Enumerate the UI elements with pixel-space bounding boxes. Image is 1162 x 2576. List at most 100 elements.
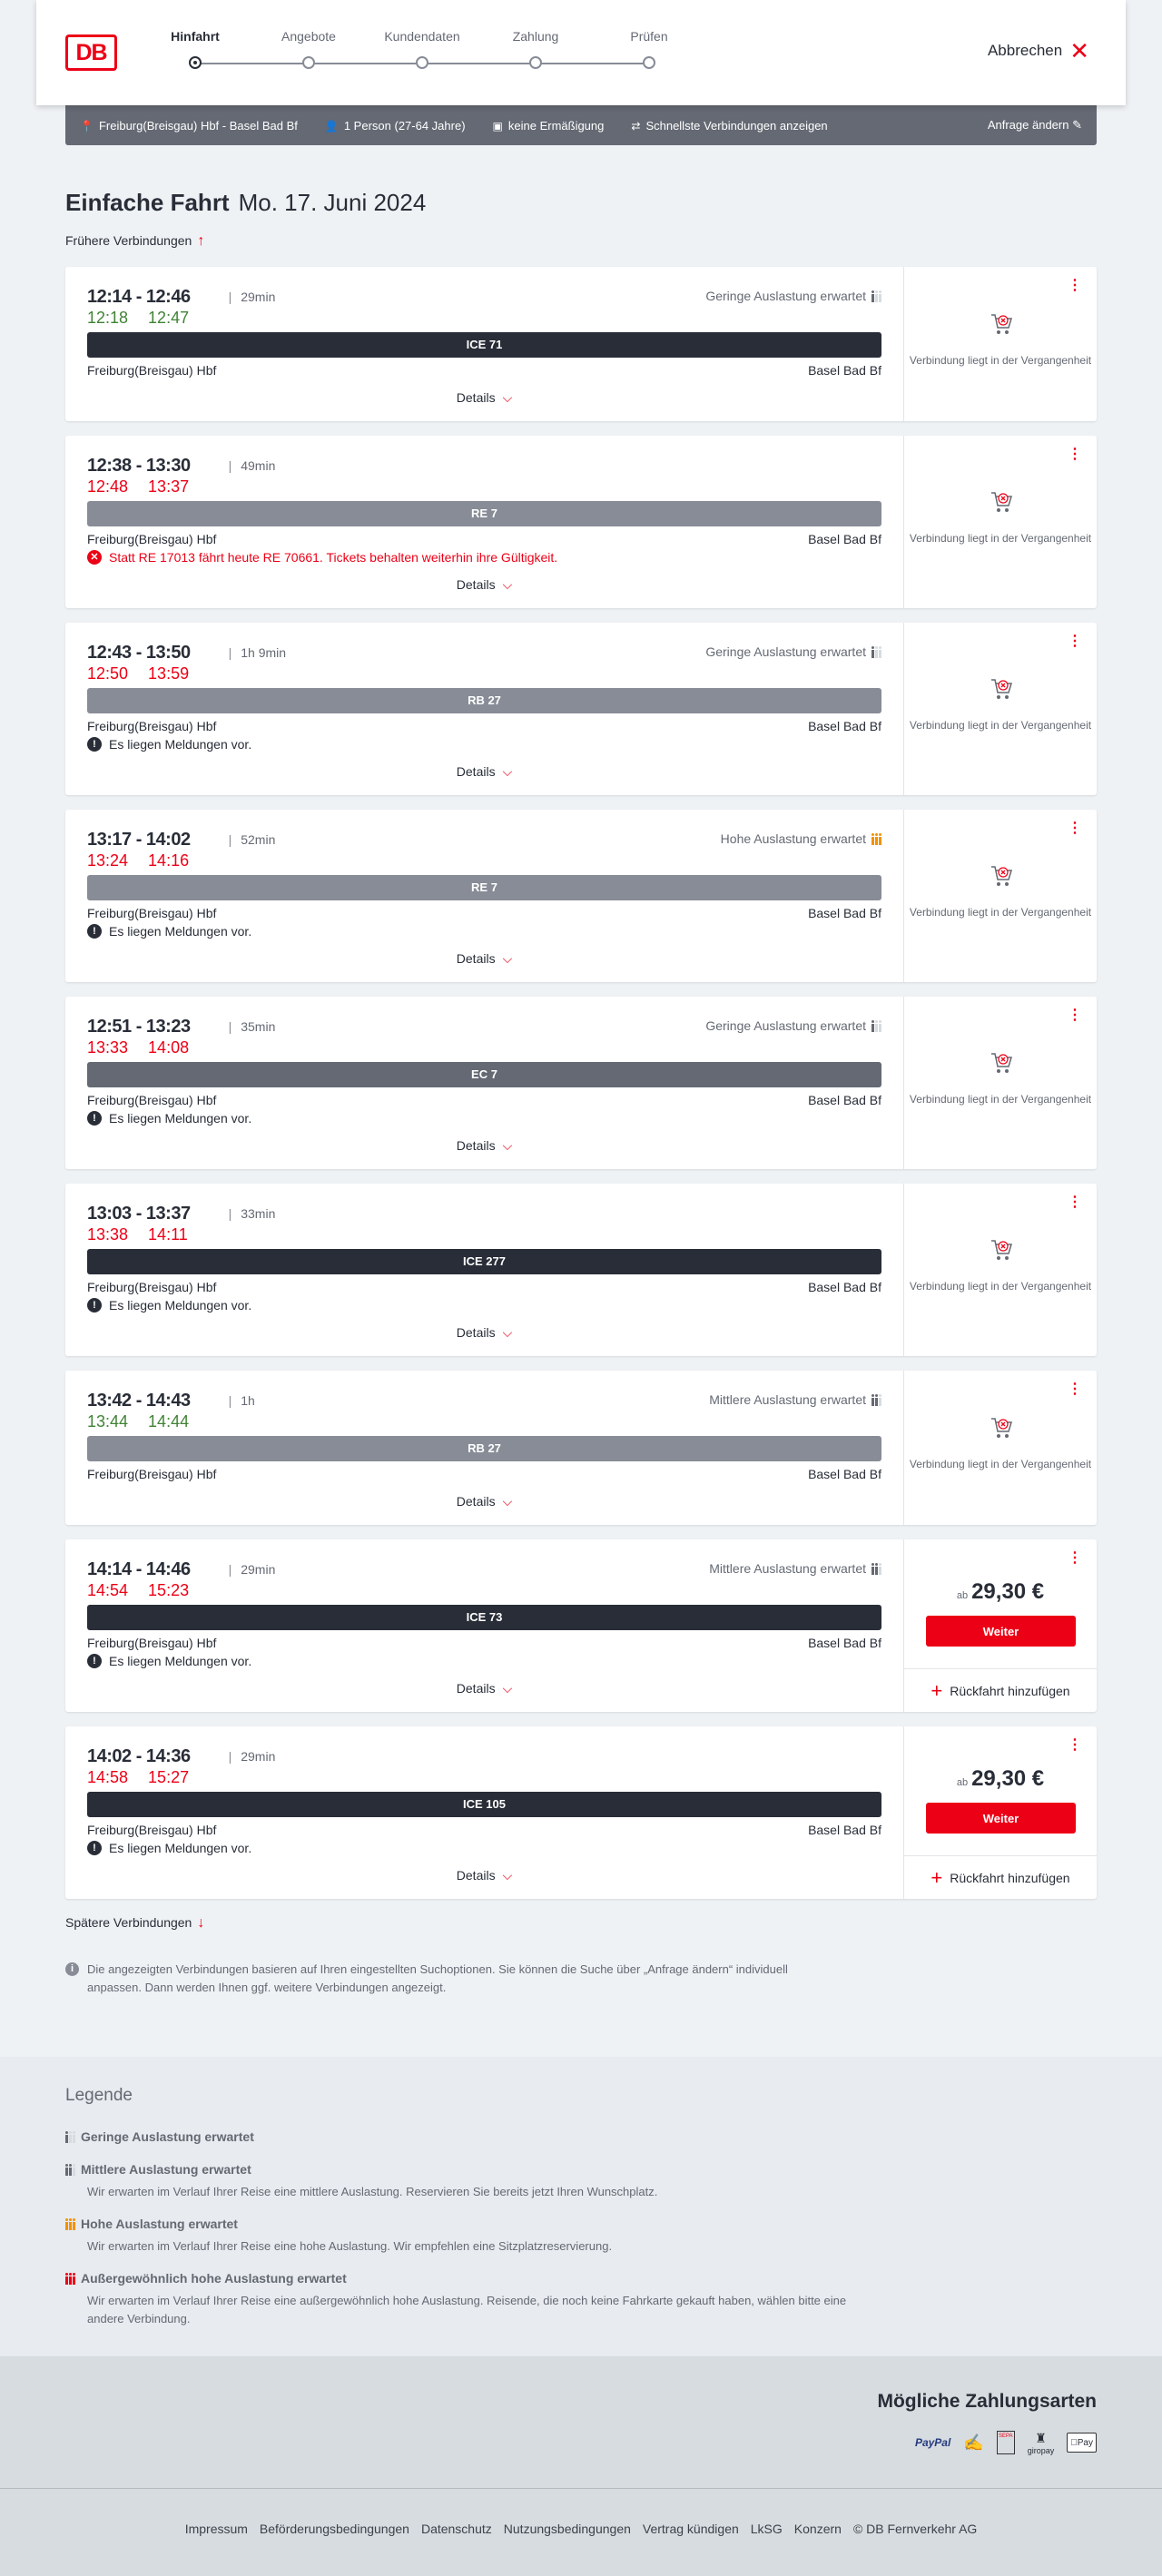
more-options-icon[interactable]: ⋮ xyxy=(1068,1550,1082,1566)
footer-link[interactable]: LkSG xyxy=(750,2522,783,2536)
offer-panel: ⋮ Verbindung liegt in der Vergangenheit xyxy=(903,623,1097,795)
change-label: Anfrage ändern xyxy=(987,118,1069,132)
occupancy-indicator: Mittlere Auslastung erwartet xyxy=(709,1392,881,1407)
chevron-down-icon: ⌵ xyxy=(502,1138,513,1153)
destination-station: Basel Bad Bf xyxy=(808,532,881,546)
connection-card[interactable]: 12:51 - 13:23 35min Geringe Auslastung e… xyxy=(65,997,1097,1169)
connection-card[interactable]: 14:14 - 14:46 29min Mittlere Auslastung … xyxy=(65,1539,1097,1712)
train-bar[interactable]: ICE 73 xyxy=(87,1605,881,1630)
add-return-button[interactable]: + Rückfahrt hinzufügen xyxy=(904,1855,1097,1899)
past-connection-notice: Verbindung liegt in der Vergangenheit xyxy=(904,861,1097,919)
train-bar[interactable]: RE 7 xyxy=(87,501,881,526)
more-options-icon[interactable]: ⋮ xyxy=(1068,634,1082,649)
train-bar[interactable]: EC 7 xyxy=(87,1062,881,1087)
train-bar[interactable]: RE 7 xyxy=(87,875,881,900)
destination-station: Basel Bad Bf xyxy=(808,906,881,920)
price-value: 29,30 € xyxy=(971,1579,1045,1604)
train-bar[interactable]: ICE 71 xyxy=(87,332,881,358)
past-connection-notice: Verbindung liegt in der Vergangenheit xyxy=(904,1235,1097,1293)
connection-message: ! Es liegen Meldungen vor. xyxy=(87,1298,251,1313)
plus-icon: + xyxy=(931,1678,943,1702)
chevron-down-icon: ⌵ xyxy=(502,764,513,779)
earlier-label: Frühere Verbindungen xyxy=(65,233,192,248)
change-request-button[interactable]: Anfrage ändern ✎ xyxy=(988,118,1082,133)
continue-button[interactable]: Weiter xyxy=(926,1803,1076,1834)
db-logo[interactable]: DB xyxy=(65,34,117,71)
past-text: Verbindung liegt in der Vergangenheit xyxy=(909,1093,1092,1106)
connection-card[interactable]: 13:03 - 13:37 33min 13:38 14:11 ICE 277 F… xyxy=(65,1184,1097,1356)
origin-station: Freiburg(Breisgau) Hbf xyxy=(87,1467,217,1481)
apple-pay-icon: Pay xyxy=(1067,2433,1097,2453)
occupancy-indicator: Geringe Auslastung erwartet xyxy=(705,1018,881,1033)
duration: 33min xyxy=(229,1206,275,1221)
progress-steps: Hinfahrt Angebote Kundendaten Zahlung Pr… xyxy=(145,29,690,74)
fastest-toggle[interactable]: ⇄ Schnellste Verbindungen anzeigen xyxy=(631,119,827,133)
chevron-down-icon: ⌵ xyxy=(502,390,513,405)
footer-link[interactable]: Vertrag kündigen xyxy=(642,2522,739,2536)
continue-button[interactable]: Weiter xyxy=(926,1616,1076,1647)
step-angebote: Angebote xyxy=(259,29,359,69)
connection-card[interactable]: 12:38 - 13:30 49min 12:48 13:37 RE 7 Frei… xyxy=(65,436,1097,608)
footer-link[interactable]: © DB Fernverkehr AG xyxy=(852,2522,978,2536)
realtime-departure: 14:54 xyxy=(87,1581,129,1599)
connection-message: ! Es liegen Meldungen vor. xyxy=(87,1654,251,1668)
more-options-icon[interactable]: ⋮ xyxy=(1068,821,1082,836)
credit-card-icon: ✍ xyxy=(963,2433,984,2452)
details-toggle[interactable]: Details ⌵ xyxy=(65,577,903,593)
scheduled-times: 12:38 - 13:30 xyxy=(87,456,191,476)
details-toggle[interactable]: Details ⌵ xyxy=(65,1868,903,1883)
details-toggle[interactable]: Details ⌵ xyxy=(65,951,903,967)
connection-card[interactable]: 12:43 - 13:50 1h 9min Geringe Auslastung… xyxy=(65,623,1097,795)
past-connection-notice: Verbindung liegt in der Vergangenheit xyxy=(904,487,1097,546)
more-options-icon[interactable]: ⋮ xyxy=(1068,278,1082,293)
footer-link[interactable]: Datenschutz xyxy=(420,2522,492,2536)
details-toggle[interactable]: Details ⌵ xyxy=(65,1494,903,1509)
more-options-icon[interactable]: ⋮ xyxy=(1068,1737,1082,1753)
occupancy-label: Geringe Auslastung erwartet xyxy=(705,644,866,659)
destination-station: Basel Bad Bf xyxy=(808,1280,881,1294)
cancel-button[interactable]: Abbrechen ✕ xyxy=(988,39,1089,63)
details-toggle[interactable]: Details ⌵ xyxy=(65,764,903,780)
footer-link[interactable]: Nutzungsbedingungen xyxy=(503,2522,631,2536)
duration: 29min xyxy=(229,290,275,304)
more-options-icon[interactable]: ⋮ xyxy=(1068,1381,1082,1397)
occupancy-indicator: Geringe Auslastung erwartet xyxy=(705,644,881,659)
details-toggle[interactable]: Details ⌵ xyxy=(65,390,903,406)
realtime-times: 12:18 12:47 xyxy=(87,309,209,328)
later-connections-link[interactable]: Spätere Verbindungen ↓ xyxy=(65,1915,204,1932)
scheduled-times: 13:17 - 14:02 xyxy=(87,830,191,850)
details-toggle[interactable]: Details ⌵ xyxy=(65,1138,903,1154)
payment-title: Mögliche Zahlungsarten xyxy=(877,2391,1097,2412)
train-bar[interactable]: ICE 105 xyxy=(87,1792,881,1817)
earlier-connections-link[interactable]: Frühere Verbindungen ↑ xyxy=(65,233,204,250)
fastest-label: Schnellste Verbindungen anzeigen xyxy=(645,118,828,133)
more-options-icon[interactable]: ⋮ xyxy=(1068,1195,1082,1210)
train-bar[interactable]: RB 27 xyxy=(87,1436,881,1461)
train-bar[interactable]: ICE 277 xyxy=(87,1249,881,1274)
duration: 35min xyxy=(229,1019,275,1034)
more-options-icon[interactable]: ⋮ xyxy=(1068,447,1082,462)
details-toggle[interactable]: Details ⌵ xyxy=(65,1681,903,1696)
alert-icon: ! xyxy=(87,1298,102,1313)
details-label: Details xyxy=(456,764,496,779)
connection-card[interactable]: 12:14 - 12:46 29min Geringe Auslastung e… xyxy=(65,267,1097,421)
header: DB Hinfahrt Angebote Kundendaten Zahlung… xyxy=(36,0,1126,105)
occupancy-indicator: Geringe Auslastung erwartet xyxy=(705,289,881,303)
more-options-icon[interactable]: ⋮ xyxy=(1068,1008,1082,1023)
connection-card[interactable]: 13:42 - 14:43 1h Mittlere Auslastung erw… xyxy=(65,1371,1097,1525)
price-prefix: ab xyxy=(956,1777,969,1788)
footer-link[interactable]: Beförderungsbedingungen xyxy=(259,2522,409,2536)
add-return-button[interactable]: + Rückfahrt hinzufügen xyxy=(904,1668,1097,1712)
footer-link[interactable]: Konzern xyxy=(793,2522,842,2536)
chevron-down-icon: ⌵ xyxy=(502,1681,513,1696)
details-label: Details xyxy=(456,1494,496,1509)
price: ab 29,30 € xyxy=(904,1579,1097,1605)
train-bar[interactable]: RB 27 xyxy=(87,688,881,713)
details-toggle[interactable]: Details ⌵ xyxy=(65,1325,903,1341)
legend-description: Wir erwarten im Verlauf Ihrer Reise eine… xyxy=(87,2239,613,2253)
connection-card[interactable]: 14:02 - 14:36 29min 14:58 15:27 ICE 105 F… xyxy=(65,1726,1097,1899)
footer-link[interactable]: Impressum xyxy=(184,2522,248,2536)
legend-title: Legende xyxy=(65,2086,133,2105)
occupancy-label: Mittlere Auslastung erwartet xyxy=(709,1561,866,1576)
connection-card[interactable]: 13:17 - 14:02 52min Hohe Auslastung erwa… xyxy=(65,810,1097,982)
